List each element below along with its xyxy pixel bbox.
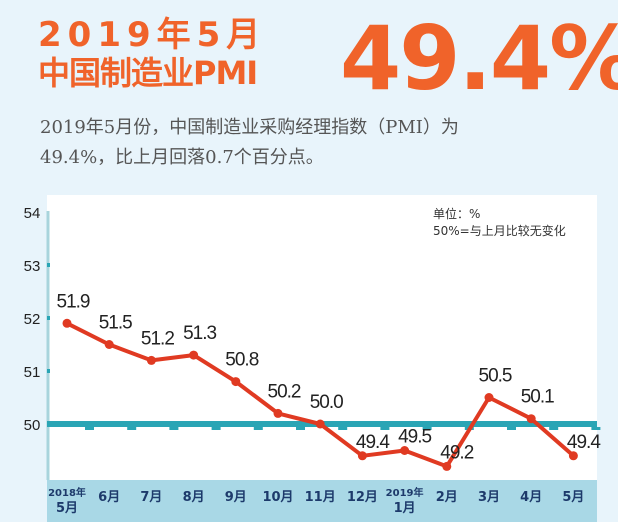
title-subject: 中国制造业PMI bbox=[38, 54, 258, 92]
data-point bbox=[104, 340, 114, 349]
reference-dash bbox=[507, 427, 516, 430]
data-label: 50.0 bbox=[310, 392, 343, 413]
data-point bbox=[568, 451, 578, 461]
data-label: 49.2 bbox=[440, 442, 473, 463]
reference-dash bbox=[338, 427, 348, 430]
reference-dash bbox=[169, 427, 179, 430]
data-point bbox=[357, 451, 367, 461]
description-line-2: 49.4%，比上月回落0.7个百分点。 bbox=[40, 147, 324, 168]
x-axis-band bbox=[47, 480, 597, 522]
data-label: 50.5 bbox=[479, 366, 512, 387]
x-tick-label: 12月 bbox=[347, 490, 378, 505]
data-point bbox=[400, 446, 410, 455]
y-tick-label: 53 bbox=[24, 258, 41, 275]
y-tick-label: 51 bbox=[24, 364, 41, 381]
reference-dash bbox=[253, 427, 263, 430]
data-label: 51.5 bbox=[99, 313, 132, 334]
reference-dash bbox=[85, 427, 94, 430]
data-label: 49.4 bbox=[567, 432, 601, 453]
unit-note: 单位：% bbox=[433, 207, 481, 221]
data-point bbox=[273, 408, 283, 418]
x-tick-label: 11月 bbox=[305, 490, 336, 505]
data-point bbox=[484, 393, 494, 402]
x-tick-label: 5月 bbox=[56, 501, 78, 516]
reference-dash bbox=[296, 427, 305, 430]
y-tick-mark bbox=[47, 369, 50, 373]
chart-note: 单位：% 50%=与上月比较无变化 bbox=[433, 206, 566, 240]
reference-dash bbox=[380, 427, 390, 430]
x-tick-label: 9月 bbox=[225, 490, 247, 505]
data-point bbox=[231, 377, 241, 387]
x-tick-label: 2018年 bbox=[48, 486, 86, 499]
reference-dash bbox=[211, 427, 221, 430]
y-tick-mark bbox=[47, 316, 50, 320]
reference-dash bbox=[591, 427, 601, 430]
data-label: 49.5 bbox=[398, 427, 431, 448]
reference-dash bbox=[422, 427, 432, 430]
description: 2019年5月份，中国制造业采购经理指数（PMI）为 49.4%，比上月回落0.… bbox=[40, 113, 610, 173]
y-tick-label: 50 bbox=[24, 417, 41, 434]
data-point bbox=[146, 355, 156, 365]
data-point bbox=[442, 461, 452, 471]
y-tick-label: 54 bbox=[24, 205, 41, 222]
baseline-note: 50%=与上月比较无变化 bbox=[433, 224, 566, 238]
data-label: 50.8 bbox=[225, 350, 258, 371]
title-date: 2019年5月 bbox=[38, 15, 267, 55]
reference-dash bbox=[549, 427, 559, 430]
x-tick-label: 2月 bbox=[436, 490, 458, 505]
y-tick-mark bbox=[47, 263, 50, 267]
data-label: 51.3 bbox=[183, 323, 216, 344]
x-tick-label: 10月 bbox=[262, 490, 293, 505]
data-label: 51.9 bbox=[57, 291, 90, 312]
data-point bbox=[189, 350, 199, 360]
x-tick-label: 1月 bbox=[394, 501, 416, 516]
x-tick-label: 4月 bbox=[520, 490, 542, 505]
x-tick-label: 7月 bbox=[140, 490, 162, 505]
data-point bbox=[526, 414, 536, 424]
data-label: 51.2 bbox=[141, 328, 174, 349]
data-label: 49.4 bbox=[356, 432, 390, 453]
data-label: 50.1 bbox=[521, 387, 554, 408]
x-tick-label: 2019年 bbox=[386, 486, 424, 499]
headline-value: 49.4% bbox=[340, 7, 618, 110]
x-tick-label: 6月 bbox=[98, 490, 120, 505]
x-tick-label: 5月 bbox=[562, 490, 584, 505]
data-label: 50.2 bbox=[268, 381, 301, 402]
y-tick-label: 52 bbox=[24, 311, 41, 328]
x-tick-label: 3月 bbox=[478, 490, 500, 505]
data-point bbox=[315, 419, 325, 429]
x-tick-label: 8月 bbox=[183, 490, 205, 505]
reference-dash bbox=[127, 427, 137, 430]
plot-area bbox=[47, 195, 597, 480]
description-line-1: 2019年5月份，中国制造业采购经理指数（PMI）为 bbox=[40, 117, 459, 138]
data-point bbox=[62, 318, 72, 328]
